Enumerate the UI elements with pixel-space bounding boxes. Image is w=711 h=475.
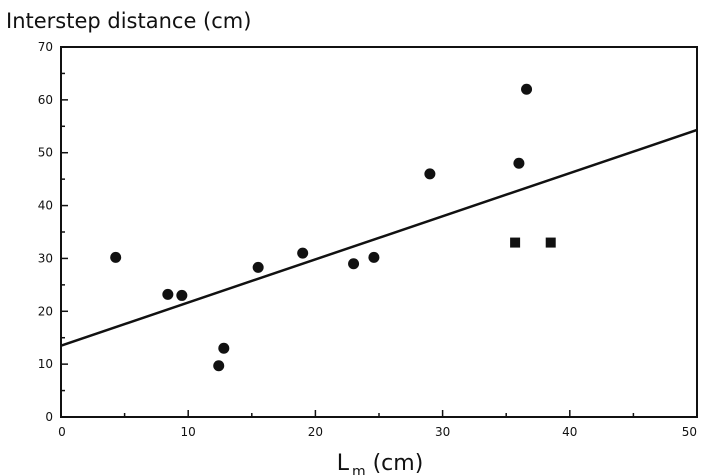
x-axis-ticks: 0 10 20 30 40 50 — [58, 410, 698, 439]
x-axis-label-main: L — [337, 451, 350, 475]
x-axis-label-subscript: m — [352, 464, 366, 475]
data-point-circle — [110, 251, 122, 263]
x-tick-label: 30 — [435, 425, 450, 439]
data-point-circle — [252, 261, 264, 273]
y-tick-label: 0 — [45, 410, 53, 424]
x-tick-label: 40 — [562, 425, 577, 439]
y-tick-label: 50 — [38, 146, 53, 160]
data-point-square — [510, 237, 521, 248]
y-tick-label: 30 — [38, 251, 53, 265]
data-point-circle — [176, 289, 188, 301]
data-points — [110, 83, 556, 372]
x-axis-label-unit: (cm) — [366, 451, 424, 475]
y-tick-label: 10 — [38, 357, 53, 371]
data-point-circle — [348, 258, 360, 270]
y-tick-label: 60 — [38, 93, 53, 107]
data-point-circle — [297, 247, 309, 259]
data-point-circle — [513, 157, 525, 169]
y-axis-label: Interstep distance (cm) — [6, 9, 251, 33]
regression-line — [60, 128, 698, 347]
plot-border — [60, 46, 698, 418]
data-point-circle — [213, 360, 225, 372]
y-tick-label: 40 — [38, 199, 53, 213]
data-point-circle — [521, 83, 533, 95]
data-point-circle — [424, 168, 436, 180]
x-tick-label: 50 — [682, 425, 697, 439]
y-tick-label: 70 — [38, 40, 53, 54]
y-axis-ticks: 0 10 20 30 40 50 60 70 — [38, 40, 68, 424]
plot-frame — [60, 46, 698, 418]
data-point-circle — [368, 251, 380, 263]
x-tick-label: 20 — [308, 425, 323, 439]
x-tick-label: 10 — [181, 425, 196, 439]
y-tick-label: 20 — [38, 304, 53, 318]
data-point-square — [545, 237, 556, 248]
data-point-circle — [162, 288, 174, 300]
regression-line-group — [60, 128, 698, 347]
x-tick-label: 0 — [58, 425, 66, 439]
data-point-circle — [218, 342, 230, 354]
